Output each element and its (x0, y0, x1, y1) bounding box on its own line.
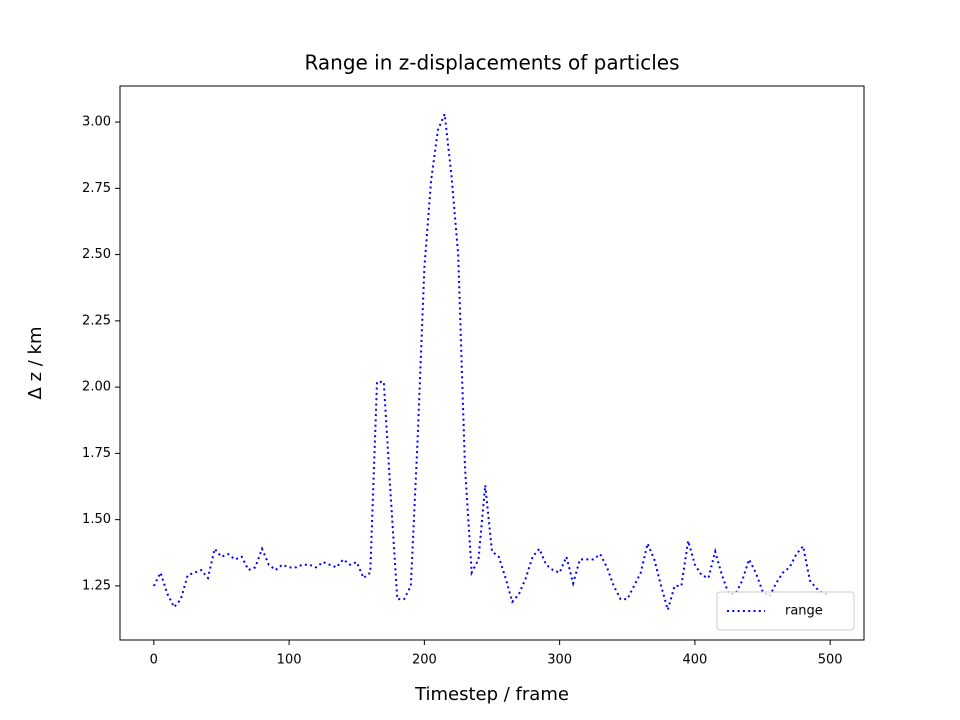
plot-frame (119, 85, 865, 641)
x-axis-label: Timestep / frame (414, 684, 569, 705)
y-tick-label: 2.75 (82, 181, 111, 196)
chart-title: Range in z-displacements of particles (304, 51, 679, 75)
x-tick-label: 300 (547, 653, 572, 668)
y-tick-label: 2.50 (82, 247, 111, 262)
x-tick-label: 100 (277, 653, 302, 668)
legend-box (716, 591, 855, 631)
legend-label: range (785, 604, 823, 619)
x-tick-label: 200 (412, 653, 437, 668)
y-tick-label: 1.50 (82, 512, 111, 527)
x-tick-label: 500 (818, 653, 843, 668)
y-tick-label: 3.00 (82, 115, 111, 130)
y-tick-label: 2.25 (82, 313, 111, 328)
y-tick-label: 2.00 (82, 380, 111, 395)
x-tick-label: 0 (150, 653, 158, 668)
x-tick-label: 400 (682, 653, 707, 668)
data-line (152, 110, 831, 614)
y-tick-label: 1.75 (82, 446, 111, 461)
y-tick-label: 1.25 (82, 578, 111, 593)
y-axis-label: Δ z / km (25, 327, 46, 400)
